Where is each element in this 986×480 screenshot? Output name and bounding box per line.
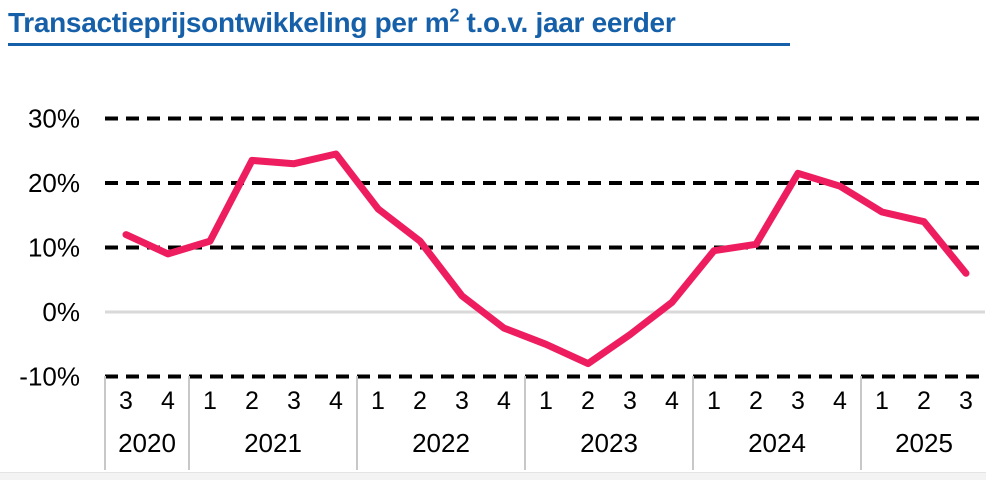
quarter-label: 4: [329, 387, 343, 415]
chart-title-prefix: Transactieprijsontwikkeling per m: [8, 7, 450, 38]
quarter-label: 1: [875, 387, 889, 415]
quarter-label: 4: [833, 387, 847, 415]
quarter-label: 3: [287, 387, 301, 415]
year-label: 2022: [412, 428, 470, 458]
year-label: 2024: [748, 428, 806, 458]
quarter-label: 1: [707, 387, 721, 415]
year-label: 2021: [244, 428, 302, 458]
y-tick-label: 30%: [28, 104, 80, 134]
quarter-label: 1: [539, 387, 553, 415]
chart-title: Transactieprijsontwikkeling per m2 t.o.v…: [8, 5, 676, 38]
chart-title-superscript: 2: [449, 5, 460, 26]
quarter-label: 3: [455, 387, 469, 415]
quarter-label: 2: [413, 387, 427, 415]
y-tick-label: -10%: [19, 362, 80, 392]
quarter-label: 4: [497, 387, 511, 415]
quarter-label: 1: [203, 387, 217, 415]
quarter-label: 2: [581, 387, 595, 415]
quarter-label: 3: [623, 387, 637, 415]
quarter-label: 2: [917, 387, 931, 415]
year-label: 2023: [580, 428, 638, 458]
price-development-line: [122, 150, 970, 368]
chart-title-suffix: t.o.v. jaar eerder: [459, 7, 676, 38]
year-label: 2025: [895, 428, 953, 458]
chart-title-block: Transactieprijsontwikkeling per m2 t.o.v…: [8, 6, 790, 46]
quarter-label: 3: [119, 387, 133, 415]
quarter-label: 4: [161, 387, 175, 415]
y-tick-label: 10%: [28, 233, 80, 263]
quarter-label: 2: [245, 387, 259, 415]
quarter-label: 1: [371, 387, 385, 415]
year-label: 2020: [118, 428, 176, 458]
quarter-label: 3: [791, 387, 805, 415]
quarter-label: 2: [749, 387, 763, 415]
y-tick-label: 0%: [42, 297, 80, 327]
quarter-label: 3: [959, 387, 973, 415]
footer-strip: [0, 472, 986, 480]
y-tick-label: 20%: [28, 168, 80, 198]
quarter-label: 4: [665, 387, 679, 415]
